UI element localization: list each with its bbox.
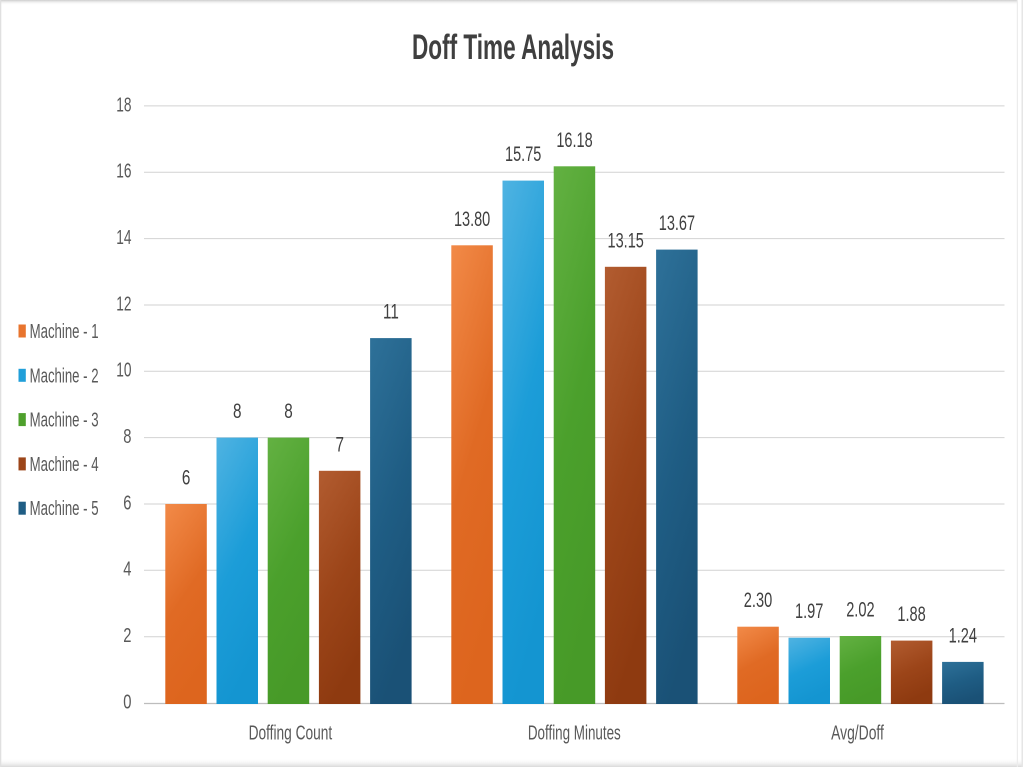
svg-text:1.24: 1.24 [949, 624, 978, 647]
svg-text:13.67: 13.67 [659, 212, 695, 235]
svg-text:13.80: 13.80 [454, 208, 490, 231]
svg-text:15.75: 15.75 [505, 143, 541, 166]
svg-text:16: 16 [116, 161, 131, 183]
svg-text:16.18: 16.18 [556, 129, 592, 152]
svg-text:Machine - 1: Machine - 1 [30, 321, 99, 343]
svg-text:2: 2 [123, 625, 131, 647]
svg-text:10: 10 [116, 360, 131, 382]
svg-text:7: 7 [335, 433, 344, 456]
svg-text:1.97: 1.97 [795, 600, 823, 623]
svg-text:Doffing Minutes: Doffing Minutes [528, 723, 621, 745]
svg-text:Doffing Count: Doffing Count [249, 723, 333, 745]
svg-text:1.88: 1.88 [897, 603, 925, 626]
svg-text:Machine - 3: Machine - 3 [30, 410, 99, 432]
svg-text:18: 18 [116, 94, 131, 116]
svg-text:Machine - 2: Machine - 2 [30, 365, 99, 387]
svg-text:8: 8 [233, 400, 242, 423]
svg-text:6: 6 [123, 492, 131, 514]
svg-text:13.15: 13.15 [608, 229, 644, 252]
svg-text:8: 8 [284, 400, 293, 423]
svg-text:Doff Time Analysis: Doff Time Analysis [412, 28, 614, 67]
svg-text:6: 6 [182, 467, 191, 490]
svg-text:2.02: 2.02 [846, 599, 874, 622]
svg-text:8: 8 [123, 426, 131, 448]
svg-text:14: 14 [116, 227, 131, 249]
svg-text:11: 11 [383, 301, 399, 324]
svg-text:2.30: 2.30 [744, 589, 772, 612]
svg-text:12: 12 [116, 293, 131, 315]
svg-text:0: 0 [123, 691, 131, 713]
svg-text:4: 4 [123, 559, 131, 581]
svg-text:Avg/Doff: Avg/Doff [831, 723, 884, 745]
svg-text:Machine - 5: Machine - 5 [30, 498, 99, 520]
svg-text:Machine - 4: Machine - 4 [30, 454, 99, 476]
